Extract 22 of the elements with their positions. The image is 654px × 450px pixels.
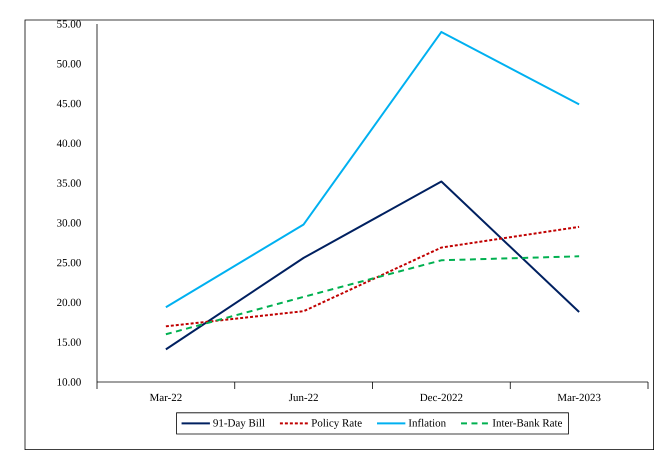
legend-label: 91-Day Bill: [213, 418, 265, 429]
y-tick-label: 25.00: [57, 258, 81, 266]
y-tick-label: 30.00: [57, 219, 81, 227]
legend-label: Policy Rate: [312, 418, 362, 429]
y-tick-label: 10.00: [58, 378, 81, 386]
x-tick-label: Dec-2022: [420, 394, 462, 402]
y-tick-label: 15.00: [58, 338, 81, 346]
x-tick-label: Mar-2023: [558, 394, 601, 402]
y-tick-label: 50.00: [57, 60, 81, 68]
y-tick-label: 40.00: [56, 140, 81, 148]
y-tick-label: 35.00: [57, 179, 81, 187]
y-tick-label: 55.00: [57, 20, 81, 28]
line-series: [164, 226, 580, 328]
y-tick-label: 20.00: [57, 298, 81, 306]
line-series: [164, 180, 580, 350]
line-series: [164, 30, 580, 308]
legend-label: Inter-Bank Rate: [492, 418, 562, 427]
x-tick-label: Jun-22: [288, 394, 318, 402]
line-series: [164, 255, 580, 336]
y-tick-label: 45.00: [56, 100, 81, 108]
legend-label: Inflation: [408, 418, 446, 427]
x-tick-label: Mar-22: [150, 394, 182, 402]
